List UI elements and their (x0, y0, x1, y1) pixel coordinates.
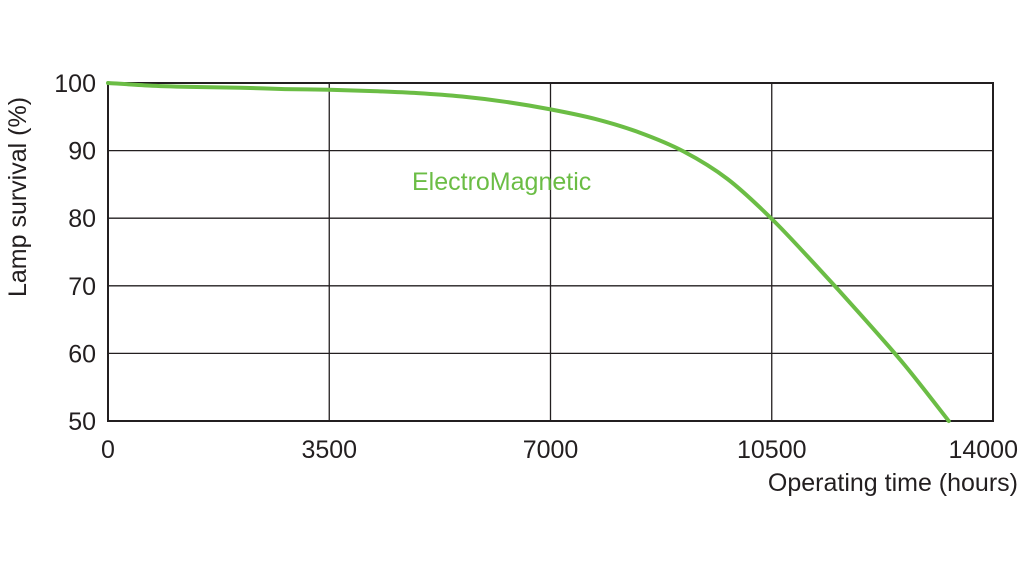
y-tick-label: 50 (68, 408, 96, 436)
x-tick-label: 10500 (737, 436, 807, 464)
x-tick-labels: 0 3500 7000 10500 14000 (101, 436, 1018, 464)
y-tick-label: 70 (68, 273, 96, 301)
x-tick-label: 14000 (948, 436, 1018, 464)
series-line-electromagnetic (106, 81, 951, 423)
y-tick-label: 80 (68, 205, 96, 233)
y-tick-label: 90 (68, 138, 96, 166)
x-axis-title: Operating time (hours) (768, 469, 1018, 497)
plot-area-frame (107, 82, 994, 422)
grid-lines (108, 83, 993, 421)
y-tick-labels: 100 90 80 70 60 50 (54, 70, 96, 436)
y-axis-title: Lamp survival (%) (4, 97, 32, 297)
series-label-electromagnetic: ElectroMagnetic (412, 168, 591, 196)
x-tick-label: 0 (101, 436, 115, 464)
y-tick-label: 100 (54, 70, 96, 98)
x-tick-label: 7000 (523, 436, 579, 464)
y-tick-label: 60 (68, 340, 96, 368)
x-tick-label: 3500 (301, 436, 357, 464)
